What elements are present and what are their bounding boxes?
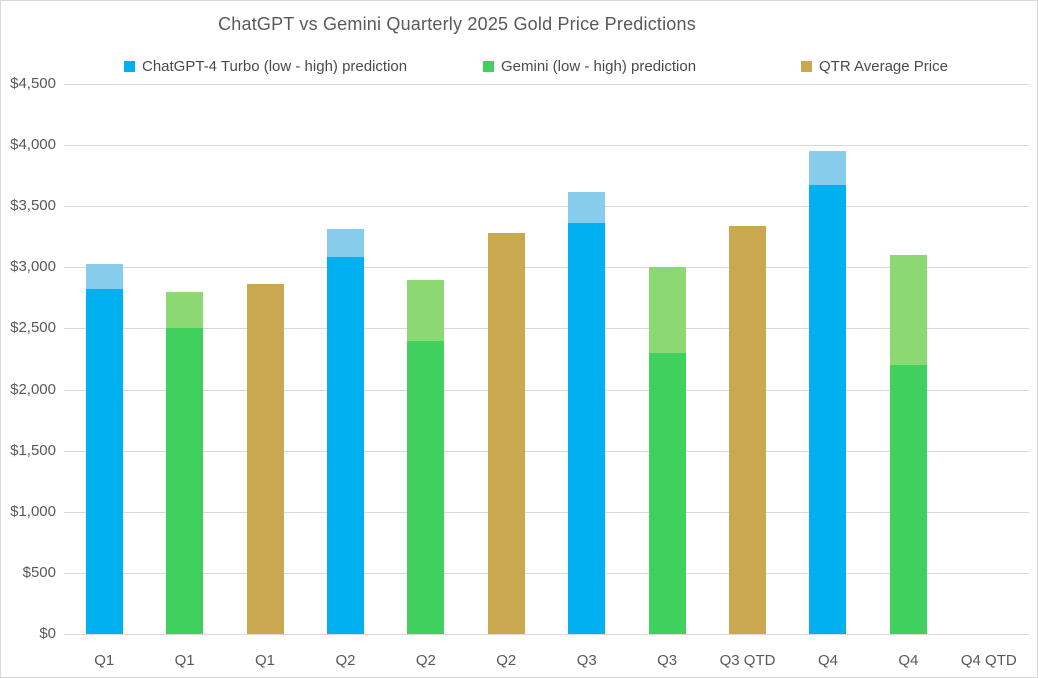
legend-item-gemini: Gemini (low - high) prediction bbox=[483, 58, 696, 75]
y-axis-tick-label: $500 bbox=[22, 563, 56, 581]
x-axis-tick-label: Q2 bbox=[415, 652, 436, 669]
x-axis-tick-label: Q2 bbox=[496, 652, 517, 669]
x-axis-tick-label: Q4 bbox=[898, 652, 919, 669]
y-axis-tick-label: $4,000 bbox=[10, 136, 56, 154]
y-axis-tick-label: $3,500 bbox=[10, 197, 56, 215]
bar-average-q2 bbox=[487, 233, 525, 634]
legend-item-average: QTR Average Price bbox=[801, 58, 948, 75]
gridline-4000 bbox=[64, 145, 1029, 147]
bar-chatgpt-q2-high bbox=[326, 229, 364, 257]
bar-gemini-q2-high bbox=[407, 279, 445, 341]
bar-gemini-q4-low bbox=[889, 365, 927, 634]
x-axis-tick-label: Q2 bbox=[335, 652, 356, 669]
x-axis-tick-label: Q3 QTD bbox=[719, 652, 776, 669]
bar-gemini-q2-low bbox=[407, 340, 445, 634]
bar-average-q1 bbox=[246, 284, 284, 634]
bar-chatgpt-q4-high bbox=[809, 151, 847, 185]
gridline-0 bbox=[64, 634, 1029, 635]
x-axis-tick-label: Q4 bbox=[817, 652, 838, 669]
chart-title: ChatGPT vs Gemini Quarterly 2025 Gold Pr… bbox=[218, 14, 696, 34]
x-axis-tick-label: Q3 bbox=[657, 652, 678, 669]
y-axis-tick-label: $2,500 bbox=[10, 319, 56, 337]
bar-gemini-q1-low bbox=[166, 328, 204, 634]
y-axis-tick-label: $1,500 bbox=[10, 441, 56, 459]
legend-item-chatgpt: ChatGPT-4 Turbo (low - high) prediction bbox=[124, 58, 407, 75]
gridline-1000 bbox=[64, 511, 1029, 513]
bar-gemini-q3-high bbox=[648, 267, 686, 353]
gridline-1500 bbox=[64, 450, 1029, 452]
gridline-3500 bbox=[64, 206, 1029, 208]
gridline-500 bbox=[64, 572, 1029, 574]
x-axis-tick-label: Q1 bbox=[255, 652, 276, 669]
legend-marker-chatgpt-icon bbox=[124, 61, 135, 72]
x-axis-tick-label: Q3 bbox=[576, 652, 597, 669]
legend-marker-average-icon bbox=[801, 61, 812, 72]
bar-gemini-q4-high bbox=[889, 255, 927, 366]
y-axis-tick-label: $1,000 bbox=[10, 502, 56, 520]
gridline-3000 bbox=[64, 267, 1029, 269]
bar-chatgpt-q1-low bbox=[85, 289, 123, 634]
bar-gemini-q1-high bbox=[166, 291, 204, 329]
legend-label-average: QTR Average Price bbox=[819, 58, 948, 75]
y-axis-tick-label: $3,000 bbox=[10, 258, 56, 276]
y-axis-tick-label: $2,000 bbox=[10, 380, 56, 398]
legend-marker-gemini-icon bbox=[483, 61, 494, 72]
bar-gemini-q3-low bbox=[648, 352, 686, 634]
y-axis-tick-label: $4,500 bbox=[10, 75, 56, 92]
gridline-2500 bbox=[64, 328, 1029, 330]
bar-chatgpt-q2-low bbox=[326, 256, 364, 634]
legend-label-chatgpt: ChatGPT-4 Turbo (low - high) prediction bbox=[142, 58, 408, 75]
bar-chatgpt-q1-high bbox=[85, 263, 123, 290]
gridline-4500 bbox=[64, 84, 1029, 85]
bar-average-q3-qtd bbox=[729, 226, 767, 634]
bar-chatgpt-q3-high bbox=[568, 192, 606, 223]
y-axis-tick-label: $0 bbox=[39, 625, 56, 642]
bar-chatgpt-q3-low bbox=[568, 222, 606, 634]
legend-label-gemini: Gemini (low - high) prediction bbox=[501, 58, 697, 75]
x-axis-tick-label: Q1 bbox=[174, 652, 195, 669]
bar-chatgpt-q4-low bbox=[809, 184, 847, 634]
gridline-2000 bbox=[64, 389, 1029, 391]
x-axis-tick-label: Q4 QTD bbox=[960, 652, 1017, 669]
x-axis-tick-label: Q1 bbox=[94, 652, 115, 669]
